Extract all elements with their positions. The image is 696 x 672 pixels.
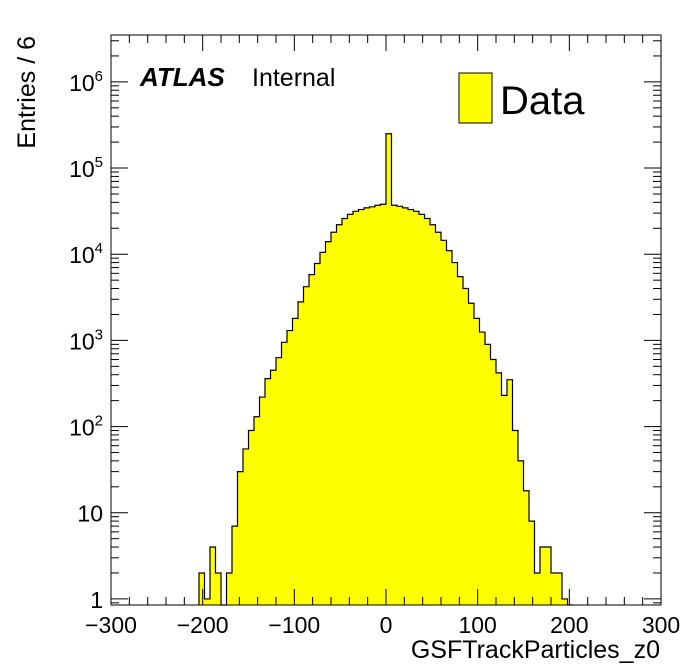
histogram-bar [496,372,502,605]
histogram-bar [232,526,238,605]
y-tick-label: 10 [77,501,103,527]
x-tick-label: 100 [458,612,496,638]
histogram-bar [386,133,392,605]
histogram-bar [287,330,293,605]
histogram-bar [336,224,342,605]
y-tick-label: 106 [69,68,103,96]
histogram-bar [259,397,265,605]
histogram-bar [353,211,359,605]
y-axis-label: Entries / 6 [13,36,41,149]
histogram-bar [518,460,524,605]
x-tick-label: 200 [550,612,588,638]
histogram-bar [325,241,331,605]
histogram-bars [198,133,573,606]
histogram-bar [556,572,562,605]
histogram-bar [204,598,210,605]
histogram-bar [254,416,260,605]
histogram-bar [215,572,221,605]
histogram-bar [545,547,551,605]
histogram-bar [402,207,408,605]
histogram-bar [523,490,529,605]
histogram-bar [534,572,540,605]
histogram-bar [551,572,557,605]
histogram-bar [347,214,353,605]
histogram-bar [512,430,518,605]
y-tick-label: 105 [69,154,103,182]
histogram-bar [320,252,326,605]
x-tick-label: −200 [177,612,229,638]
histogram-bar [270,370,276,605]
histogram-bar [397,206,403,605]
histogram-bar [303,286,309,605]
y-tick-label: 104 [69,240,103,268]
histogram-bar [364,207,370,605]
histogram-bar [430,224,436,605]
histogram-bar [199,572,205,605]
histogram-bar [243,448,249,605]
histogram-bar [309,274,315,605]
histogram-outline [198,133,573,606]
histogram-bar [248,430,254,605]
histogram-bar [457,276,463,605]
status-label: Internal [252,64,335,92]
histogram-bar [408,209,414,605]
y-tick-label: 1 [90,587,103,613]
histogram-bar [474,318,480,605]
experiment-label: ATLAS [139,62,225,92]
histogram-bar [276,357,282,605]
y-tick-labels: 1 10 102 103 104 105 106 [69,68,103,613]
x-tick-label: 0 [380,612,393,638]
histogram-bar [485,344,491,605]
histogram-bar [562,598,568,605]
histogram-bar [237,471,243,605]
legend-swatch [458,72,493,124]
histogram-bar [342,218,348,606]
histogram-bar [226,572,232,605]
histogram-bar [265,378,271,605]
histogram-bar [369,206,375,605]
x-tick-label: −300 [85,612,137,638]
histogram-bar [281,342,287,605]
histogram-bar [446,250,452,605]
histogram-bar [292,318,298,605]
y-tick-label: 103 [69,326,103,354]
histogram-bar [210,547,216,605]
histogram-bar [490,359,496,605]
x-tick-labels: −300 −200 −100 0 100 200 300 [85,612,680,638]
histogram-bar [298,301,304,605]
histogram-bar [424,218,430,606]
histogram-bar [435,232,441,605]
x-tick-label: 300 [642,612,680,638]
histogram-bar [507,379,513,605]
histogram-bar [540,547,546,605]
histogram-bar [479,332,485,605]
x-tick-label: −100 [268,612,320,638]
histogram-bar [314,263,320,605]
legend-label: Data [500,79,585,123]
histogram-bar [331,232,337,605]
histogram-bar [463,288,469,605]
histogram-bar [501,395,507,605]
histogram-bar [468,303,474,605]
legend: Data [458,72,585,124]
histogram-bar [358,209,364,605]
histogram-bar [413,211,419,605]
histogram-bar [391,205,397,606]
histogram-bar [375,205,381,606]
histogram-bar [419,214,425,605]
histogram-bar [529,521,535,605]
x-axis-label: GSFTrackParticles_z0 [411,636,660,664]
histogram-bar [380,204,386,606]
y-tick-label: 102 [69,413,103,441]
histogram-bar [452,262,458,605]
axis-ticks [110,35,662,605]
histogram-bar [441,240,447,605]
